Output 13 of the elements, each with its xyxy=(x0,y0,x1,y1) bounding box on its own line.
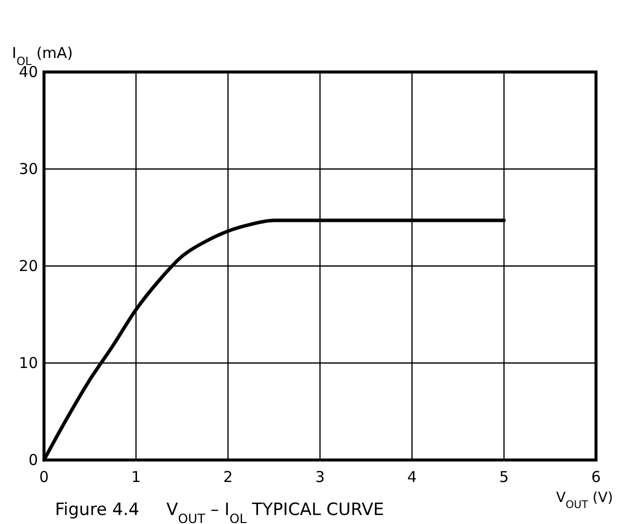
y-tick-label: 30 xyxy=(18,160,38,178)
y-tick-label: 0 xyxy=(28,451,38,469)
x-tick-label: 0 xyxy=(39,468,49,486)
y-tick-label: 20 xyxy=(18,257,38,275)
x-tick-label: 1 xyxy=(131,468,141,486)
x-tick-label: 5 xyxy=(499,468,509,486)
text: Figure 4.4 V$_{OUT}$ – I$_{OL}$ TYPICAL CURVE xyxy=(55,500,384,524)
x-tick-label: 3 xyxy=(315,468,325,486)
y-tick-label: 10 xyxy=(18,354,38,372)
x-tick-label: 2 xyxy=(223,468,233,486)
x-axis-title: V$_{OUT}$ (V) xyxy=(556,490,613,511)
x-tick-label: 4 xyxy=(407,468,417,486)
x-tick-label: 6 xyxy=(591,468,601,486)
